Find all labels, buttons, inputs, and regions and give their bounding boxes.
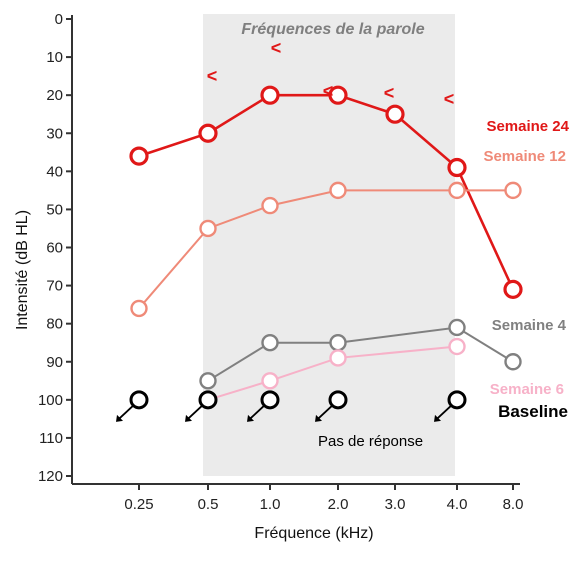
no-response-arrowhead (116, 414, 123, 422)
data-point (448, 318, 466, 337)
x-tick-label: 0.5 (198, 496, 219, 513)
x-tick-label: 4.0 (447, 496, 468, 513)
series-line (138, 189, 513, 310)
no-response-note: Pas de réponse (318, 433, 423, 450)
baseline-point (129, 390, 149, 410)
y-tick-label: 70 (46, 278, 63, 295)
y-tick-label: 110 (39, 430, 63, 447)
data-point (448, 181, 466, 200)
x-tick-label: 8.0 (503, 496, 524, 513)
y-tick-label: 20 (46, 87, 63, 104)
x-tick-label: 0.25 (124, 496, 153, 513)
no-response-arrow (187, 405, 203, 420)
x-tick-label: 1.0 (260, 496, 281, 513)
data-point (199, 219, 217, 238)
x-axis-label: Fréquence (kHz) (254, 525, 373, 542)
baseline-point (260, 390, 280, 410)
data-point (385, 104, 405, 124)
data-point (261, 334, 279, 352)
y-tick-label: 60 (46, 240, 63, 257)
data-point (129, 146, 149, 166)
series-name-label: Semaine 6 (490, 381, 564, 398)
baseline-point (198, 390, 218, 410)
bone-conduction-mark: < (384, 83, 395, 103)
y-tick-label: 100 (38, 392, 63, 409)
data-point (448, 337, 466, 356)
no-response-arrow (317, 405, 333, 420)
baseline-point (447, 390, 467, 410)
y-axis-label: Intensité (dB HL) (14, 210, 31, 330)
y-tick-label: 10 (46, 49, 63, 66)
y-tick-label: 50 (46, 201, 63, 218)
series-name-label: Semaine 4 (492, 317, 567, 334)
speech-band-label: Fréquences de la parole (241, 21, 424, 38)
bone-conduction-mark: < (271, 38, 282, 58)
y-tick-label: 40 (46, 163, 63, 180)
no-response-arrow (436, 405, 452, 420)
data-point (260, 85, 280, 105)
no-response-arrowhead (185, 414, 192, 422)
bone-conduction-mark: < (207, 66, 218, 86)
data-point (261, 372, 279, 390)
data-point (504, 353, 522, 371)
y-tick-label: 30 (46, 125, 63, 142)
data-point (329, 181, 347, 200)
data-point (261, 196, 279, 215)
data-point (504, 181, 522, 200)
bone-conduction-mark: < (323, 81, 334, 101)
bone-conduction-mark: < (444, 89, 455, 109)
y-tick-label: 80 (46, 316, 63, 333)
x-tick-label: 3.0 (385, 496, 406, 513)
data-point (130, 299, 148, 318)
series-name-label: Semaine 12 (483, 148, 566, 165)
data-point (329, 334, 347, 352)
series-name-label: Semaine 24 (486, 118, 569, 135)
data-point (198, 123, 218, 143)
no-response-arrowhead (434, 414, 441, 422)
data-point (503, 279, 523, 299)
data-point (329, 349, 347, 367)
series-line (207, 345, 458, 401)
no-response-arrow (118, 405, 134, 420)
data-point (199, 372, 217, 390)
x-tick-label: 2.0 (328, 496, 349, 513)
no-response-arrowhead (315, 414, 322, 422)
series-name-label: Baseline (498, 402, 568, 421)
y-tick-label: 120 (38, 468, 63, 485)
y-tick-label: 90 (46, 354, 63, 371)
no-response-arrowhead (247, 414, 254, 422)
data-point (328, 85, 348, 105)
baseline-point (328, 390, 348, 410)
data-point (447, 157, 467, 178)
no-response-arrow (249, 405, 265, 420)
y-tick-label: 0 (55, 11, 63, 28)
